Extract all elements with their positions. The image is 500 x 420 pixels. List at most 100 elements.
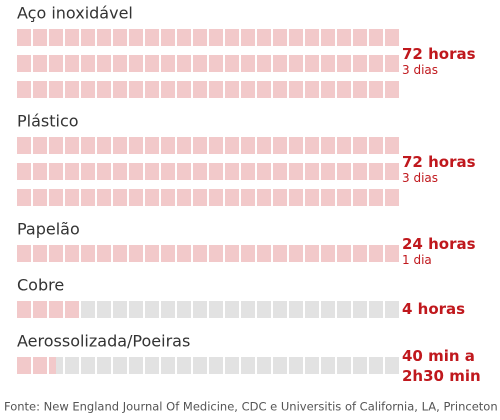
filled-cell xyxy=(321,137,335,154)
filled-cell xyxy=(49,245,63,262)
filled-cell xyxy=(289,81,303,98)
filled-cell xyxy=(65,189,79,206)
empty-cell xyxy=(289,301,303,318)
empty-cell xyxy=(353,357,367,374)
source: Fonte: New England Journal Of Medicine, … xyxy=(4,400,498,414)
filled-cell xyxy=(81,81,95,98)
filled-cell xyxy=(241,245,255,262)
filled-cell xyxy=(289,189,303,206)
empty-cell xyxy=(257,357,271,374)
filled-cell xyxy=(33,137,47,154)
filled-cell xyxy=(257,55,271,72)
filled-cell xyxy=(225,163,239,180)
empty-cell xyxy=(65,357,79,374)
value-label: 40 min a xyxy=(402,347,475,365)
filled-cell xyxy=(177,137,191,154)
filled-cell xyxy=(321,55,335,72)
category-label: Aço inoxidável xyxy=(17,4,133,23)
filled-cell xyxy=(145,55,159,72)
filled-cell xyxy=(33,357,47,374)
filled-cell xyxy=(65,137,79,154)
filled-cell xyxy=(385,29,399,46)
filled-cell xyxy=(145,81,159,98)
empty-cell xyxy=(209,357,223,374)
filled-cell xyxy=(161,29,175,46)
filled-cell xyxy=(113,55,127,72)
filled-cell xyxy=(209,189,223,206)
filled-cell xyxy=(129,137,143,154)
filled-cell xyxy=(321,189,335,206)
filled-cell xyxy=(353,163,367,180)
filled-cell xyxy=(161,163,175,180)
value-label: 4 horas xyxy=(402,300,465,318)
filled-cell xyxy=(33,55,47,72)
filled-cell xyxy=(65,29,79,46)
filled-cell xyxy=(17,163,31,180)
filled-cell xyxy=(113,245,127,262)
filled-cell xyxy=(177,245,191,262)
filled-cell xyxy=(305,189,319,206)
empty-cell xyxy=(97,301,111,318)
filled-cell xyxy=(369,81,383,98)
filled-cell xyxy=(65,55,79,72)
filled-cell xyxy=(337,81,351,98)
filled-cell xyxy=(113,163,127,180)
filled-cell xyxy=(129,55,143,72)
filled-cell xyxy=(337,29,351,46)
filled-cell xyxy=(97,245,111,262)
filled-cell xyxy=(193,189,207,206)
filled-cell xyxy=(113,81,127,98)
filled-cell xyxy=(193,163,207,180)
filled-cell xyxy=(113,29,127,46)
filled-cell xyxy=(257,163,271,180)
empty-cell xyxy=(161,301,175,318)
filled-cell xyxy=(193,81,207,98)
filled-cell xyxy=(49,137,63,154)
filled-cell xyxy=(177,29,191,46)
empty-cell xyxy=(113,357,127,374)
filled-cell xyxy=(337,55,351,72)
filled-cell xyxy=(353,189,367,206)
filled-cell xyxy=(305,81,319,98)
filled-cell xyxy=(273,55,287,72)
category-label: Papelão xyxy=(17,220,80,239)
filled-cell xyxy=(129,29,143,46)
empty-cell xyxy=(305,357,319,374)
filled-cell xyxy=(33,189,47,206)
empty-cell xyxy=(289,357,303,374)
filled-cell xyxy=(273,189,287,206)
filled-cell xyxy=(17,357,31,374)
filled-cell xyxy=(177,163,191,180)
filled-cell xyxy=(289,137,303,154)
filled-cell xyxy=(49,81,63,98)
sub-label: 1 dia xyxy=(402,253,432,267)
filled-cell xyxy=(145,137,159,154)
empty-cell xyxy=(113,301,127,318)
filled-cell xyxy=(193,29,207,46)
filled-cell xyxy=(321,163,335,180)
filled-cell xyxy=(289,29,303,46)
empty-cell xyxy=(257,301,271,318)
filled-cell xyxy=(241,137,255,154)
filled-cell xyxy=(81,137,95,154)
filled-cell xyxy=(49,357,56,374)
filled-cell xyxy=(129,245,143,262)
category-label: Aerossolizada/Poeiras xyxy=(17,332,190,351)
filled-cell xyxy=(113,189,127,206)
empty-cell xyxy=(369,301,383,318)
filled-cell xyxy=(193,55,207,72)
filled-cell xyxy=(209,55,223,72)
filled-cell xyxy=(49,189,63,206)
filled-cell xyxy=(81,189,95,206)
empty-cell xyxy=(241,357,255,374)
filled-cell xyxy=(97,163,111,180)
filled-cell xyxy=(225,137,239,154)
filled-cell xyxy=(385,189,399,206)
filled-cell xyxy=(193,137,207,154)
filled-cell xyxy=(145,29,159,46)
filled-cell xyxy=(241,163,255,180)
filled-cell xyxy=(273,137,287,154)
empty-cell xyxy=(129,357,143,374)
empty-cell xyxy=(337,357,351,374)
filled-cell xyxy=(49,55,63,72)
